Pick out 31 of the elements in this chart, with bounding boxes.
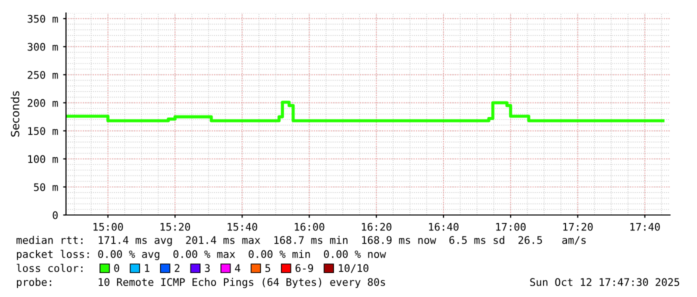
text: median rtt: 171.4 ms avg 201.4 ms max 168.7 ms min 168.9 ms now 6.5 ms sd 26.5 am/s bbox=[16, 236, 586, 246]
legend-label: 10/10 bbox=[338, 264, 368, 273]
text: probe: 10 Remote ICMP Echo Pings (64 Bytes) every 80s bbox=[16, 278, 385, 288]
y-tick-label: 150 m bbox=[28, 127, 58, 135]
y-tick-label: 50 m bbox=[34, 183, 58, 192]
y-tick-label: 0 bbox=[52, 211, 58, 220]
x-tick-label: 15:20 bbox=[160, 222, 190, 231]
y-tick-label: 300 m bbox=[28, 42, 58, 51]
x-tick-label: 16:40 bbox=[429, 222, 459, 231]
legend-label: 6-9 bbox=[296, 264, 314, 272]
text: Sun Oct 12 17:47:30 2025 bbox=[530, 278, 680, 286]
legend-label: 0 bbox=[114, 264, 120, 272]
y-axis-title: Seconds bbox=[10, 91, 20, 137]
x-tick-label: 16:20 bbox=[362, 222, 392, 231]
x-tick-label: 16:00 bbox=[294, 222, 324, 231]
y-tick-label: 350 m bbox=[28, 14, 58, 23]
legend-label: 3 bbox=[204, 264, 210, 272]
x-tick-label: 17:40 bbox=[630, 222, 660, 231]
legend-label: 4 bbox=[234, 264, 240, 272]
y-tick-label: 100 m bbox=[28, 155, 58, 164]
y-tick-label: 200 m bbox=[28, 99, 58, 107]
x-tick-label: 17:20 bbox=[563, 222, 593, 231]
x-tick-label: 15:00 bbox=[94, 222, 123, 231]
text: packet loss: 0.00 % avg 0.00 % max 0.00 % min 0.00 % now bbox=[16, 250, 386, 260]
legend-label: 5 bbox=[265, 264, 270, 272]
legend-label: 1 bbox=[145, 264, 150, 272]
y-tick-label: 250 m bbox=[28, 70, 58, 79]
legend-title: loss color: bbox=[16, 264, 82, 272]
legend-label: 2 bbox=[174, 264, 180, 272]
x-tick-label: 15:40 bbox=[228, 222, 258, 231]
x-tick-label: 17:00 bbox=[496, 222, 526, 231]
